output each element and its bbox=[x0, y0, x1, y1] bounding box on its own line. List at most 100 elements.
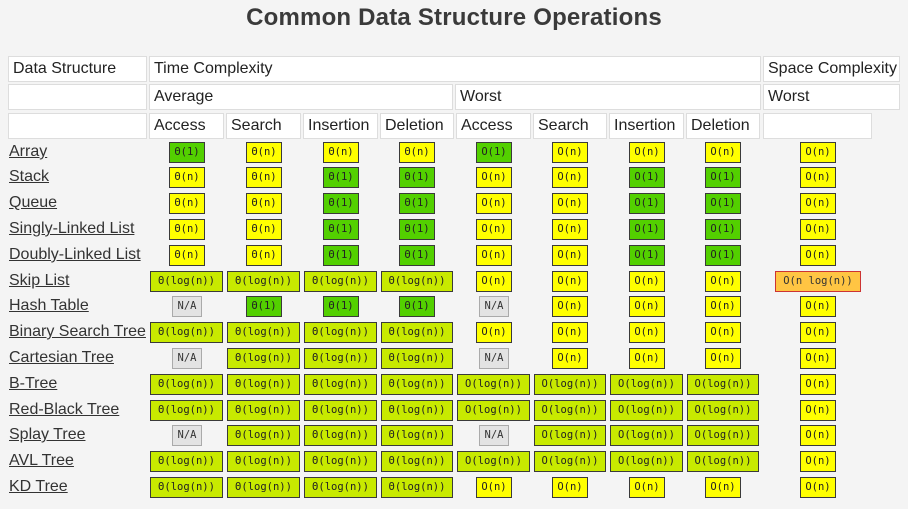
complexity-badge: O(1) bbox=[705, 219, 741, 240]
complexity-badge: O(log(n)) bbox=[457, 400, 530, 421]
complexity-badge: Θ(log(n)) bbox=[381, 322, 453, 343]
complexity-badge: O(n) bbox=[629, 296, 665, 317]
space-complexity-badge: O(n) bbox=[800, 167, 836, 188]
complexity-badge: Θ(1) bbox=[323, 167, 359, 188]
complexity-badge: O(log(n)) bbox=[534, 451, 606, 472]
data-structure-link[interactable]: Hash Table bbox=[9, 297, 89, 314]
space-complexity-badge: O(n) bbox=[800, 451, 836, 472]
complexity-badge: Θ(1) bbox=[323, 219, 359, 240]
header-space-complexity: Space Complexity bbox=[763, 56, 900, 82]
header-worst-space: Worst bbox=[763, 84, 900, 110]
space-complexity-badge: O(n) bbox=[800, 142, 836, 163]
complexity-badge: Θ(log(n)) bbox=[304, 374, 377, 395]
data-structure-link[interactable]: Cartesian Tree bbox=[9, 349, 114, 366]
complexity-badge: O(n) bbox=[629, 142, 665, 163]
data-structure-link[interactable]: KD Tree bbox=[9, 478, 68, 495]
complexity-badge: O(n) bbox=[552, 193, 588, 214]
complexity-badge: O(log(n)) bbox=[534, 374, 606, 395]
complexity-badge: O(log(n)) bbox=[457, 374, 530, 395]
complexity-badge: Θ(log(n)) bbox=[304, 322, 377, 343]
data-structure-link[interactable]: Splay Tree bbox=[9, 426, 86, 443]
complexity-badge: O(n) bbox=[476, 219, 512, 240]
column-header-insertion-worst: Insertion bbox=[609, 113, 684, 139]
complexity-badge: Θ(1) bbox=[246, 296, 282, 317]
complexity-badge: O(n) bbox=[476, 322, 512, 343]
complexity-badge: Θ(log(n)) bbox=[381, 271, 453, 292]
complexity-badge: Θ(n) bbox=[169, 219, 205, 240]
complexity-badge: O(1) bbox=[705, 193, 741, 214]
complexity-badge: O(n) bbox=[705, 477, 741, 498]
complexity-badge: Θ(log(n)) bbox=[150, 400, 223, 421]
space-complexity-badge: O(n) bbox=[800, 193, 836, 214]
complexity-badge: O(n) bbox=[476, 193, 512, 214]
space-complexity-badge: O(n) bbox=[800, 374, 836, 395]
complexity-badge: O(log(n)) bbox=[610, 400, 683, 421]
complexity-badge: O(n) bbox=[476, 245, 512, 266]
complexity-badge: Θ(log(n)) bbox=[381, 374, 453, 395]
complexity-badge: O(log(n)) bbox=[687, 374, 759, 395]
space-complexity-badge: O(n) bbox=[800, 322, 836, 343]
complexity-badge: Θ(n) bbox=[169, 245, 205, 266]
complexity-badge: Θ(log(n)) bbox=[150, 451, 223, 472]
complexity-badge: O(log(n)) bbox=[687, 425, 759, 446]
complexity-badge: Θ(log(n)) bbox=[227, 477, 300, 498]
complexity-badge: O(n) bbox=[705, 142, 741, 163]
complexity-badge: O(log(n)) bbox=[610, 425, 683, 446]
complexity-badge: Θ(n) bbox=[246, 167, 282, 188]
complexity-badge: Θ(1) bbox=[399, 245, 435, 266]
complexity-badge: O(n) bbox=[552, 271, 588, 292]
complexity-badge: Θ(log(n)) bbox=[227, 451, 300, 472]
header-average: Average bbox=[149, 84, 453, 110]
column-header-access-average: Access bbox=[149, 113, 224, 139]
complexity-badge: Θ(log(n)) bbox=[381, 348, 453, 369]
data-structure-link[interactable]: Stack bbox=[9, 168, 50, 185]
complexity-badge: Θ(n) bbox=[169, 167, 205, 188]
space-complexity-badge: O(n) bbox=[800, 348, 836, 369]
complexity-badge: Θ(log(n)) bbox=[381, 425, 453, 446]
complexity-badge: N/A bbox=[479, 425, 509, 446]
data-structure-link[interactable]: Array bbox=[9, 143, 48, 160]
complexity-badge: Θ(log(n)) bbox=[304, 477, 377, 498]
complexity-badge: O(n) bbox=[705, 296, 741, 317]
column-header-deletion-average: Deletion bbox=[380, 113, 454, 139]
complexity-badge: Θ(log(n)) bbox=[150, 271, 223, 292]
column-header-search-worst: Search bbox=[533, 113, 607, 139]
complexity-badge: Θ(log(n)) bbox=[227, 425, 300, 446]
complexity-badge: O(n) bbox=[476, 167, 512, 188]
complexity-badge: O(log(n)) bbox=[534, 400, 606, 421]
header-worst-time: Worst bbox=[455, 84, 761, 110]
complexity-badge: Θ(log(n)) bbox=[381, 451, 453, 472]
complexity-badge: Θ(1) bbox=[323, 245, 359, 266]
complexity-badge: Θ(log(n)) bbox=[381, 477, 453, 498]
complexity-badge: Θ(log(n)) bbox=[304, 271, 377, 292]
header-data-structure: Data Structure bbox=[8, 56, 147, 82]
complexity-badge: O(n) bbox=[476, 271, 512, 292]
column-header-deletion-worst: Deletion bbox=[686, 113, 760, 139]
complexity-badge: Θ(log(n)) bbox=[227, 348, 300, 369]
data-structure-link[interactable]: B-Tree bbox=[9, 375, 58, 392]
space-complexity-badge: O(n log(n)) bbox=[775, 271, 861, 292]
complexity-badge: Θ(n) bbox=[246, 219, 282, 240]
complexity-badge: O(log(n)) bbox=[457, 451, 530, 472]
header-time-complexity: Time Complexity bbox=[149, 56, 761, 82]
data-structure-link[interactable]: AVL Tree bbox=[9, 452, 74, 469]
column-header-insertion-average: Insertion bbox=[303, 113, 378, 139]
data-structure-link[interactable]: Queue bbox=[9, 194, 58, 211]
space-complexity-badge: O(n) bbox=[800, 477, 836, 498]
complexity-badge: O(n) bbox=[629, 322, 665, 343]
data-structure-link[interactable]: Binary Search Tree bbox=[9, 323, 146, 340]
complexity-badge: Θ(log(n)) bbox=[227, 374, 300, 395]
data-structure-link[interactable]: Singly-Linked List bbox=[9, 220, 135, 237]
data-structure-link[interactable]: Doubly-Linked List bbox=[9, 246, 141, 263]
data-structure-link[interactable]: Red-Black Tree bbox=[9, 401, 120, 418]
complexity-badge: N/A bbox=[172, 348, 202, 369]
complexity-badge: O(1) bbox=[629, 219, 665, 240]
complexity-badge: O(n) bbox=[705, 348, 741, 369]
complexity-badge: Θ(n) bbox=[246, 193, 282, 214]
complexity-badge: O(1) bbox=[705, 167, 741, 188]
complexity-badge: Θ(log(n)) bbox=[381, 400, 453, 421]
complexity-badge: Θ(n) bbox=[399, 142, 435, 163]
complexity-badge: O(1) bbox=[629, 245, 665, 266]
complexity-badge: O(log(n)) bbox=[610, 451, 683, 472]
data-structure-link[interactable]: Skip List bbox=[9, 272, 70, 289]
